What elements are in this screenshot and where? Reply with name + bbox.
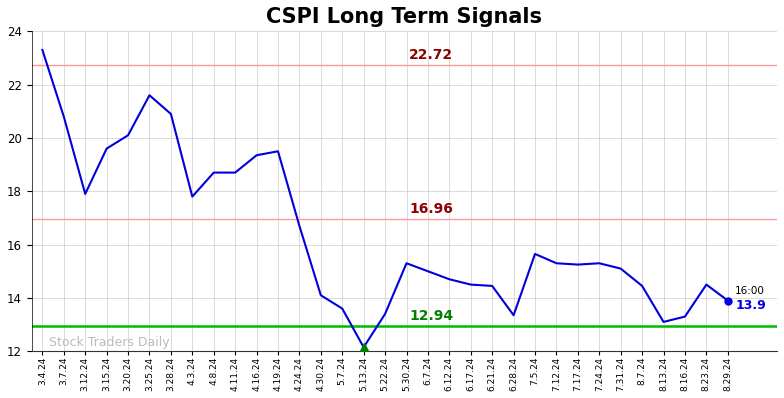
Text: 12.94: 12.94 <box>409 309 453 323</box>
Text: 16.96: 16.96 <box>409 202 453 216</box>
Text: 22.72: 22.72 <box>409 48 453 62</box>
Text: Stock Traders Daily: Stock Traders Daily <box>49 336 169 349</box>
Title: CSPI Long Term Signals: CSPI Long Term Signals <box>267 7 543 27</box>
Text: 13.9: 13.9 <box>735 299 766 312</box>
Text: 16:00: 16:00 <box>735 286 765 296</box>
